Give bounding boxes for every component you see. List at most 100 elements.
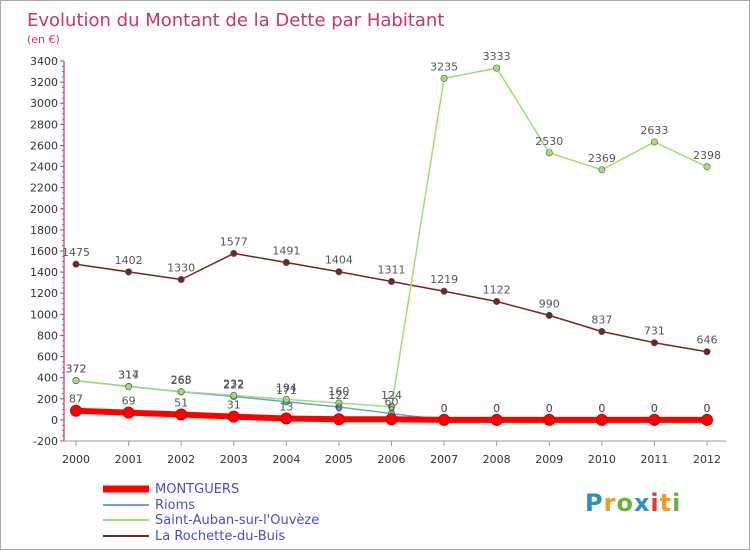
x-tick-label: 2004 bbox=[272, 453, 300, 466]
data-point bbox=[122, 406, 135, 419]
y-tick-label: 2400 bbox=[30, 161, 58, 174]
data-label: 317 bbox=[118, 368, 139, 381]
x-tick-label: 2007 bbox=[430, 453, 458, 466]
data-label: 2398 bbox=[693, 149, 721, 162]
data-label: 1311 bbox=[378, 264, 406, 277]
data-label: 314 bbox=[118, 369, 139, 382]
data-point bbox=[70, 404, 82, 417]
data-label: 0 bbox=[598, 402, 605, 415]
chart-subtitle: (en €) bbox=[27, 33, 60, 46]
x-tick-label: 2001 bbox=[115, 453, 143, 466]
logo-letter: t bbox=[659, 489, 673, 517]
data-label: 60 bbox=[385, 396, 399, 409]
logo-letter: x bbox=[633, 489, 651, 517]
data-label: 51 bbox=[174, 397, 188, 410]
data-point bbox=[335, 399, 343, 407]
y-tick-label: 1800 bbox=[30, 224, 58, 237]
data-label: 837 bbox=[591, 314, 612, 327]
data-point bbox=[493, 297, 501, 305]
data-point bbox=[387, 403, 395, 411]
data-label: 990 bbox=[539, 297, 560, 310]
data-point bbox=[385, 413, 398, 426]
data-point bbox=[598, 166, 606, 174]
data-point bbox=[440, 287, 448, 295]
data-point bbox=[125, 268, 133, 276]
data-label: 222 bbox=[223, 378, 244, 391]
x-tick-label: 2009 bbox=[535, 453, 563, 466]
data-label: 1402 bbox=[115, 254, 143, 267]
data-point bbox=[545, 311, 553, 319]
y-tick-label: 2200 bbox=[30, 182, 58, 195]
data-label: 0 bbox=[546, 402, 553, 415]
data-label: 1330 bbox=[167, 262, 195, 275]
data-point bbox=[282, 395, 290, 403]
legend-label: Rioms bbox=[155, 498, 195, 513]
data-label: 87 bbox=[69, 393, 83, 406]
data-label: 646 bbox=[697, 334, 718, 347]
data-label: 0 bbox=[704, 402, 711, 415]
data-point bbox=[703, 163, 711, 171]
data-label: 1577 bbox=[220, 235, 248, 248]
data-point bbox=[493, 64, 501, 72]
data-label: 2633 bbox=[640, 124, 668, 137]
data-label: 0 bbox=[704, 402, 711, 415]
data-point bbox=[332, 413, 345, 426]
data-label: 13 bbox=[279, 401, 293, 414]
data-point bbox=[177, 275, 185, 283]
data-label: 1404 bbox=[325, 254, 353, 267]
y-tick-label: 2600 bbox=[30, 139, 58, 152]
x-tick-label: 2006 bbox=[378, 453, 406, 466]
data-point bbox=[650, 339, 658, 347]
data-label: 3235 bbox=[430, 60, 458, 73]
data-point bbox=[701, 413, 713, 426]
data-label: 0 bbox=[546, 402, 553, 415]
y-tick-label: 1600 bbox=[30, 245, 58, 258]
data-label: 0 bbox=[493, 402, 500, 415]
y-tick-label: 1200 bbox=[30, 287, 58, 300]
data-label: 160 bbox=[328, 385, 349, 398]
data-label: 124 bbox=[381, 389, 402, 402]
logo-letter: o bbox=[616, 489, 634, 517]
data-point bbox=[438, 413, 451, 426]
data-point bbox=[175, 408, 188, 421]
data-label: 1219 bbox=[430, 273, 458, 286]
y-tick-label: 2800 bbox=[30, 118, 58, 131]
data-point bbox=[282, 259, 290, 267]
data-label: 2530 bbox=[535, 135, 563, 148]
data-point bbox=[490, 413, 503, 426]
data-label: 0 bbox=[441, 402, 448, 415]
y-tick-label: 0 bbox=[51, 414, 58, 427]
data-point bbox=[545, 149, 553, 157]
data-point bbox=[72, 377, 80, 385]
data-label: 0 bbox=[493, 402, 500, 415]
logo-letter: i bbox=[672, 489, 682, 517]
logo-letter: r bbox=[603, 489, 617, 517]
logo-letter: P bbox=[585, 489, 604, 517]
data-point bbox=[72, 260, 80, 268]
data-point bbox=[280, 412, 293, 425]
data-point bbox=[595, 413, 608, 426]
data-label: 31 bbox=[227, 399, 241, 412]
legend-label: MONTGUERS bbox=[155, 482, 239, 497]
y-tick-label: 1000 bbox=[30, 308, 58, 321]
y-tick-label: 3200 bbox=[30, 76, 58, 89]
y-tick-label: 3400 bbox=[30, 55, 58, 68]
data-label: 0 bbox=[598, 402, 605, 415]
data-label: 372 bbox=[66, 363, 87, 376]
legend-label: Saint-Auban-sur-l'Ouvèze bbox=[155, 513, 319, 528]
data-point bbox=[227, 410, 240, 423]
data-point bbox=[335, 268, 343, 276]
x-tick-label: 2000 bbox=[62, 453, 90, 466]
logo-letter: i bbox=[650, 489, 660, 517]
legend-label: La Rochette-du-Buis bbox=[155, 529, 286, 544]
data-label: 122 bbox=[328, 389, 349, 402]
data-point bbox=[543, 413, 556, 426]
x-tick-label: 2008 bbox=[483, 453, 511, 466]
y-tick-label: -200 bbox=[33, 435, 58, 448]
x-tick-label: 2012 bbox=[693, 453, 721, 466]
x-tick-label: 2002 bbox=[167, 453, 195, 466]
data-label: 265 bbox=[171, 374, 192, 387]
data-point bbox=[125, 383, 133, 391]
